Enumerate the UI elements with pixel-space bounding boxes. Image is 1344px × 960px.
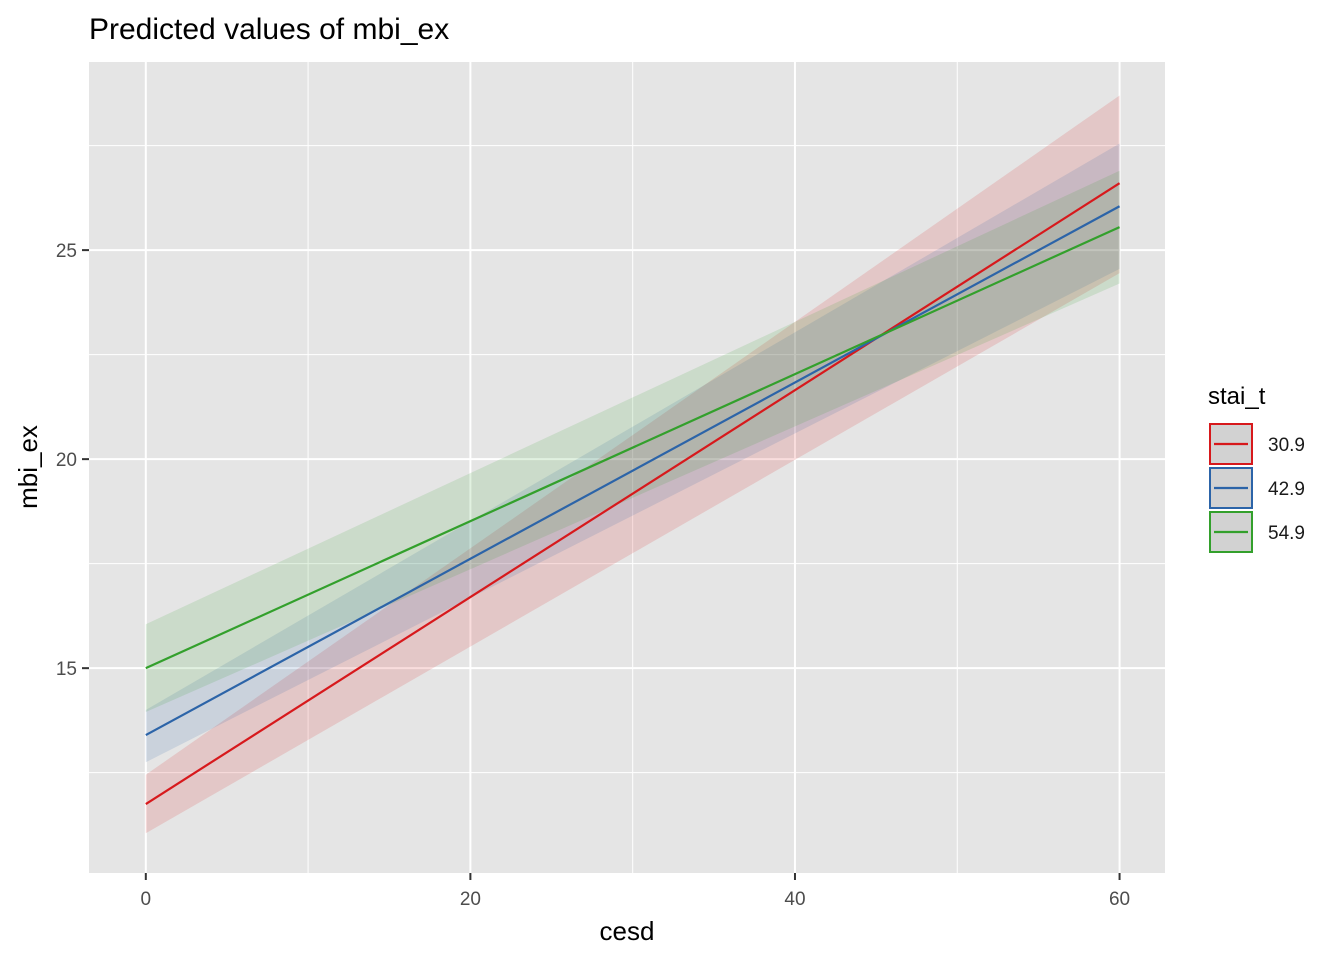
chart-title: Predicted values of mbi_ex bbox=[89, 13, 449, 46]
series-line-30.9 bbox=[145, 182, 1121, 805]
legend-label: 30.9 bbox=[1268, 435, 1305, 456]
y-tick-label: 20 bbox=[56, 450, 77, 471]
y-tick-label: 25 bbox=[56, 241, 77, 262]
legend-title: stai_t bbox=[1208, 383, 1266, 410]
ci-ribbon-54.9 bbox=[145, 170, 1120, 713]
legend-label: 54.9 bbox=[1268, 523, 1305, 544]
x-axis-title: cesd bbox=[600, 916, 655, 946]
legend: stai_t 30.9 42.9 54.9 bbox=[1208, 383, 1305, 553]
x-tick-label: 60 bbox=[1109, 889, 1130, 910]
legend-item: 30.9 bbox=[1209, 423, 1305, 465]
series-lines bbox=[145, 182, 1121, 805]
legend-label: 42.9 bbox=[1268, 479, 1305, 500]
series-line-42.9 bbox=[145, 205, 1121, 737]
series-line-54.9 bbox=[145, 226, 1121, 670]
y-axis-title: mbi_ex bbox=[13, 425, 43, 509]
x-tick-label: 0 bbox=[141, 889, 152, 910]
grid-lines bbox=[89, 62, 1165, 873]
plot-panel bbox=[89, 62, 1165, 873]
y-tick-label: 15 bbox=[56, 659, 77, 680]
legend-item: 54.9 bbox=[1209, 511, 1305, 553]
legend-item: 42.9 bbox=[1209, 467, 1305, 509]
axis-ticks: 0 20 40 60 15 20 25 bbox=[56, 241, 1130, 910]
x-tick-label: 20 bbox=[460, 889, 481, 910]
ci-ribbon-42.9 bbox=[145, 143, 1120, 763]
x-tick-label: 40 bbox=[784, 889, 805, 910]
